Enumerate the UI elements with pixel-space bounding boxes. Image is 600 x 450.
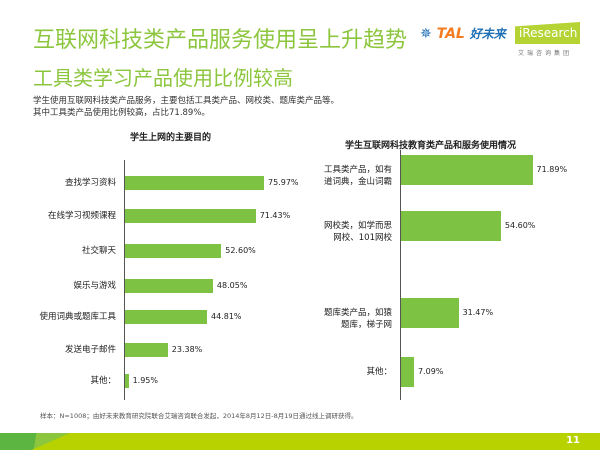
bar bbox=[125, 279, 213, 293]
page-subtitle: 工具类学习产品使用比例较高 bbox=[33, 66, 293, 90]
axis-line bbox=[124, 160, 125, 400]
axis-line bbox=[400, 150, 401, 400]
bar bbox=[125, 343, 168, 357]
tal-logo-cn: 好未来 bbox=[469, 27, 506, 41]
category-label: 在线学习视频课程 bbox=[47, 211, 116, 221]
bar bbox=[125, 310, 207, 324]
bar bbox=[125, 374, 129, 388]
data-label: 23.38% bbox=[171, 345, 203, 354]
bar bbox=[401, 298, 459, 328]
chart-1-title: 学生上网的主要目的 bbox=[130, 133, 212, 143]
category-label: 题库类产品，如猿题库，梯子网 bbox=[323, 308, 392, 330]
data-label: 75.97% bbox=[268, 178, 299, 187]
data-label: 31.47% bbox=[462, 308, 494, 317]
category-label: 查找学习资料 bbox=[64, 178, 116, 188]
tree-icon: ✵ bbox=[420, 26, 432, 42]
footnote: 样本：N=1008；由好未来教育研究院联合艾瑞咨询联合发起，2014年8月12日… bbox=[40, 412, 358, 420]
tal-logo-text: TAL bbox=[436, 26, 465, 42]
page-number: 11 bbox=[566, 435, 580, 446]
category-label: 发送电子邮件 bbox=[64, 345, 116, 355]
data-label: 71.43% bbox=[259, 211, 291, 220]
bar bbox=[401, 357, 414, 387]
data-label: 1.95% bbox=[132, 376, 158, 385]
data-label: 71.89% bbox=[536, 165, 568, 174]
data-label: 7.09% bbox=[417, 367, 444, 376]
data-label: 54.60% bbox=[504, 221, 536, 230]
description-line: 学生使用互联网科技类产品服务，主要包括工具类产品、网校类、题库类产品等。 bbox=[33, 96, 340, 106]
category-label: 网校类，如学而思网校、101网校 bbox=[323, 221, 392, 243]
iresearch-logo-cn: 艾瑞咨询集团 bbox=[518, 50, 573, 57]
bar bbox=[125, 176, 265, 190]
page-title: 互联网科技类产品服务使用呈上升趋势 bbox=[33, 28, 408, 53]
category-label: 社交聊天 bbox=[81, 246, 116, 256]
data-label: 44.81% bbox=[211, 312, 242, 321]
bar bbox=[125, 209, 256, 223]
bar bbox=[401, 155, 533, 185]
category-label: 娱乐与游戏 bbox=[73, 281, 116, 291]
chart-2-title: 学生互联网科技教育类产品和服务使用情况 bbox=[345, 141, 517, 151]
iresearch-logo: iResearch bbox=[515, 22, 580, 44]
bar bbox=[401, 211, 501, 241]
category-label: 使用词典或题库工具 bbox=[39, 312, 116, 322]
tal-logo: ✵ TAL 好未来 bbox=[420, 25, 506, 42]
footer-band bbox=[0, 433, 600, 450]
category-label: 其他： bbox=[366, 367, 392, 377]
data-label: 48.05% bbox=[216, 281, 248, 290]
category-label: 工具类产品，如有道词典，金山词霸 bbox=[323, 165, 392, 187]
category-label: 其他： bbox=[90, 376, 116, 386]
description: 学生使用互联网科技类产品服务，主要包括工具类产品、网校类、题库类产品等。 其中工… bbox=[33, 95, 339, 119]
data-label: 52.60% bbox=[225, 246, 256, 255]
description-line: 其中工具类产品使用比例较高，占比71.89%。 bbox=[33, 108, 210, 118]
bar bbox=[125, 244, 222, 258]
